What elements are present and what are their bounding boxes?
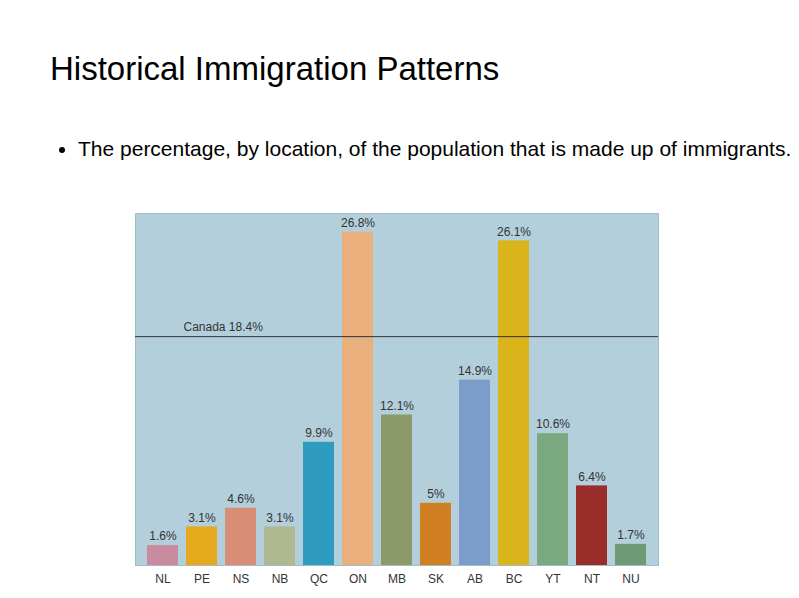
svg-text:9.9%: 9.9% [305,426,333,440]
html-text:The percentage, by location, o: The percentage, by location, of the popu… [78,137,792,160]
svg-text:ON: ON [349,572,367,586]
svg-text:6.4%: 6.4% [578,470,606,484]
svg-text:1.7%: 1.7% [617,528,645,542]
svg-text:1.6%: 1.6% [149,529,177,543]
svg-text:YT: YT [545,572,561,586]
svg-text:Canada 18.4%: Canada 18.4% [184,320,264,334]
svg-text:NT: NT [584,572,601,586]
svg-text:NB: NB [272,572,289,586]
svg-text:QC: QC [310,572,328,586]
svg-text:NU: NU [622,572,639,586]
svg-text:PE: PE [194,572,210,586]
svg-text:10.6%: 10.6% [536,417,570,431]
svg-text:12.1%: 12.1% [380,399,414,413]
svg-text:NS: NS [233,572,250,586]
html-text:Historical Immigration Pattern: Historical Immigration Patterns [50,50,500,87]
svg-text:SK: SK [428,572,444,586]
svg-text:NL: NL [155,572,171,586]
svg-text:BC: BC [506,572,523,586]
svg-text:MB: MB [388,572,406,586]
svg-text:14.9%: 14.9% [458,364,492,378]
svg-text:5%: 5% [427,487,445,501]
svg-text:4.6%: 4.6% [227,492,255,506]
svg-text:26.8%: 26.8% [341,216,375,230]
svg-text:26.1%: 26.1% [497,225,531,239]
svg-text:3.1%: 3.1% [188,511,216,525]
svg-text:AB: AB [467,572,483,586]
svg-text:3.1%: 3.1% [266,511,294,525]
